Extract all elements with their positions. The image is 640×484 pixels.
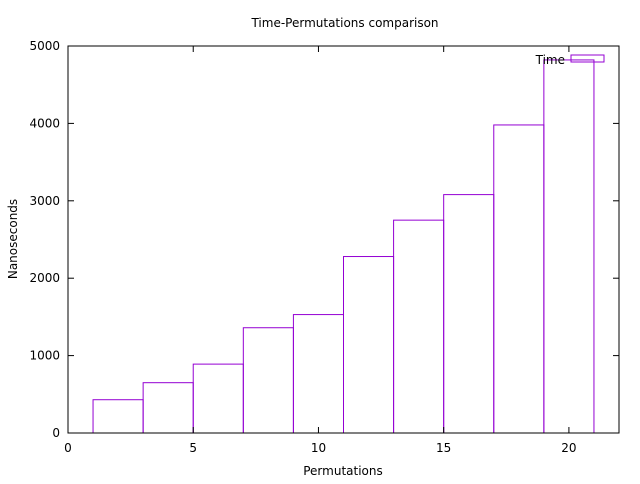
bar — [393, 219, 445, 434]
x-axis: 0 5 10 15 20 — [64, 46, 577, 455]
x-tick-label: 20 — [561, 441, 576, 455]
bar — [142, 382, 194, 434]
bar — [543, 59, 595, 434]
x-tick-label: 10 — [311, 441, 326, 455]
bar — [493, 124, 545, 434]
y-tick-label: 5000 — [29, 39, 60, 53]
bar — [242, 327, 294, 434]
plot-frame — [67, 45, 620, 434]
legend: Time — [535, 53, 605, 67]
legend-swatch-time — [570, 54, 605, 63]
legend-label-time: Time — [535, 53, 565, 67]
x-tick-label: 0 — [64, 441, 72, 455]
x-tick-label: 5 — [189, 441, 197, 455]
x-tick-label: 15 — [436, 441, 451, 455]
bar — [343, 256, 395, 434]
y-tick-label: 2000 — [29, 271, 60, 285]
x-axis-label: Permutations — [303, 464, 383, 478]
bars-group — [92, 59, 595, 434]
y-tick-label: 0 — [52, 426, 60, 440]
y-tick-label: 3000 — [29, 194, 60, 208]
bar — [192, 363, 244, 434]
chart-title: Time-Permutations comparison — [250, 16, 438, 30]
bar — [443, 194, 495, 434]
y-tick-label: 4000 — [29, 116, 60, 130]
bar — [292, 314, 344, 434]
bar — [92, 399, 144, 434]
y-axis-label: Nanoseconds — [6, 199, 20, 279]
y-axis: 0 1000 2000 3000 4000 5000 — [29, 39, 619, 440]
y-tick-label: 1000 — [29, 349, 60, 363]
